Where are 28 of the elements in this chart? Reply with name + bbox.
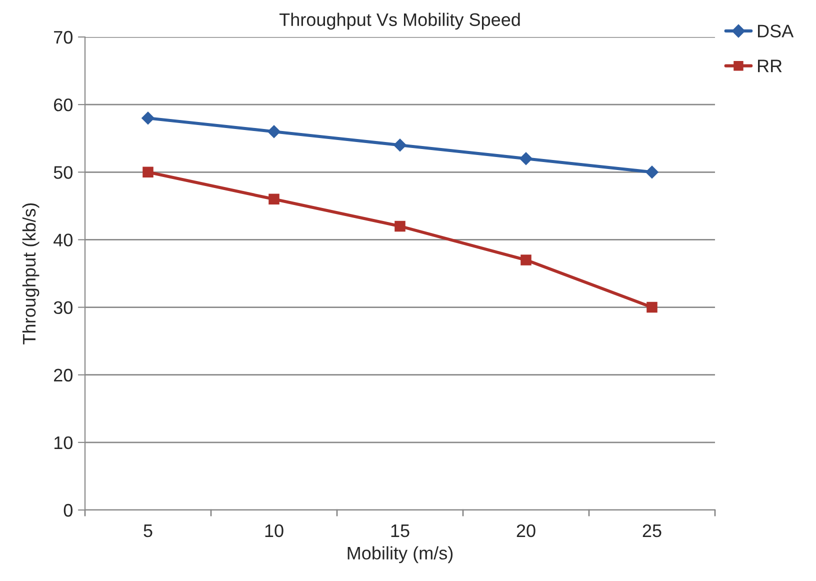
point: [520, 254, 532, 266]
y-tick-label: 0: [64, 504, 72, 517]
y-tick-label: 60: [54, 98, 72, 112]
chart-title: Throughput Vs Mobility Speed: [279, 12, 520, 30]
legend-label: DSA: [758, 24, 794, 38]
x-tick-label: 15: [391, 524, 410, 538]
y-tick-label: 40: [54, 234, 72, 246]
y-tick-label: 20: [54, 368, 72, 382]
y-axis-title: Throughput (kb/s): [22, 203, 40, 344]
point: [142, 112, 154, 124]
point: [268, 125, 280, 138]
x-tick-label: 5: [144, 524, 152, 538]
point: [394, 220, 406, 232]
x-tick-label: 10: [265, 524, 284, 538]
point: [268, 194, 280, 205]
y-tick-label: 50: [54, 166, 72, 179]
point: [142, 166, 154, 178]
y-tick-label: 10: [54, 436, 72, 450]
y-tick-label: 70: [54, 30, 72, 44]
y-tick-label: 30: [54, 301, 72, 314]
point: [394, 138, 406, 152]
point: [646, 302, 658, 313]
point: [520, 152, 532, 166]
point: [646, 166, 658, 179]
legend-label: RR: [758, 60, 782, 72]
x-tick-label: 20: [516, 524, 536, 538]
x-tick-label: 25: [642, 524, 662, 538]
x-axis-title: Mobility (m/s): [348, 546, 453, 564]
